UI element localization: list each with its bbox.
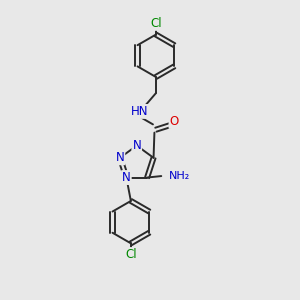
Text: NH₂: NH₂ (169, 171, 190, 181)
Text: Cl: Cl (150, 17, 162, 30)
Text: N: N (116, 151, 124, 164)
Text: HN: HN (131, 105, 148, 118)
Text: N: N (132, 139, 141, 152)
Text: Cl: Cl (125, 248, 137, 261)
Text: O: O (169, 115, 179, 128)
Text: N: N (122, 171, 131, 184)
